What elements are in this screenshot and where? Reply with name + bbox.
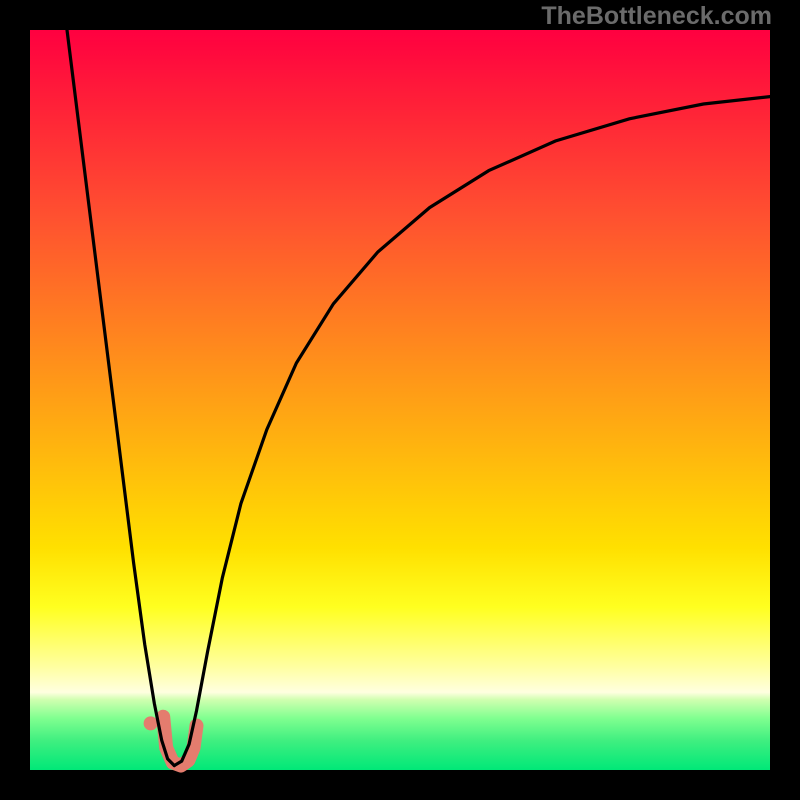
bottleneck-chart (0, 0, 800, 800)
watermark-text: TheBottleneck.com (541, 2, 772, 31)
highlight-dot (144, 716, 158, 730)
plot-background (30, 30, 770, 770)
chart-frame: TheBottleneck.com (0, 0, 800, 800)
